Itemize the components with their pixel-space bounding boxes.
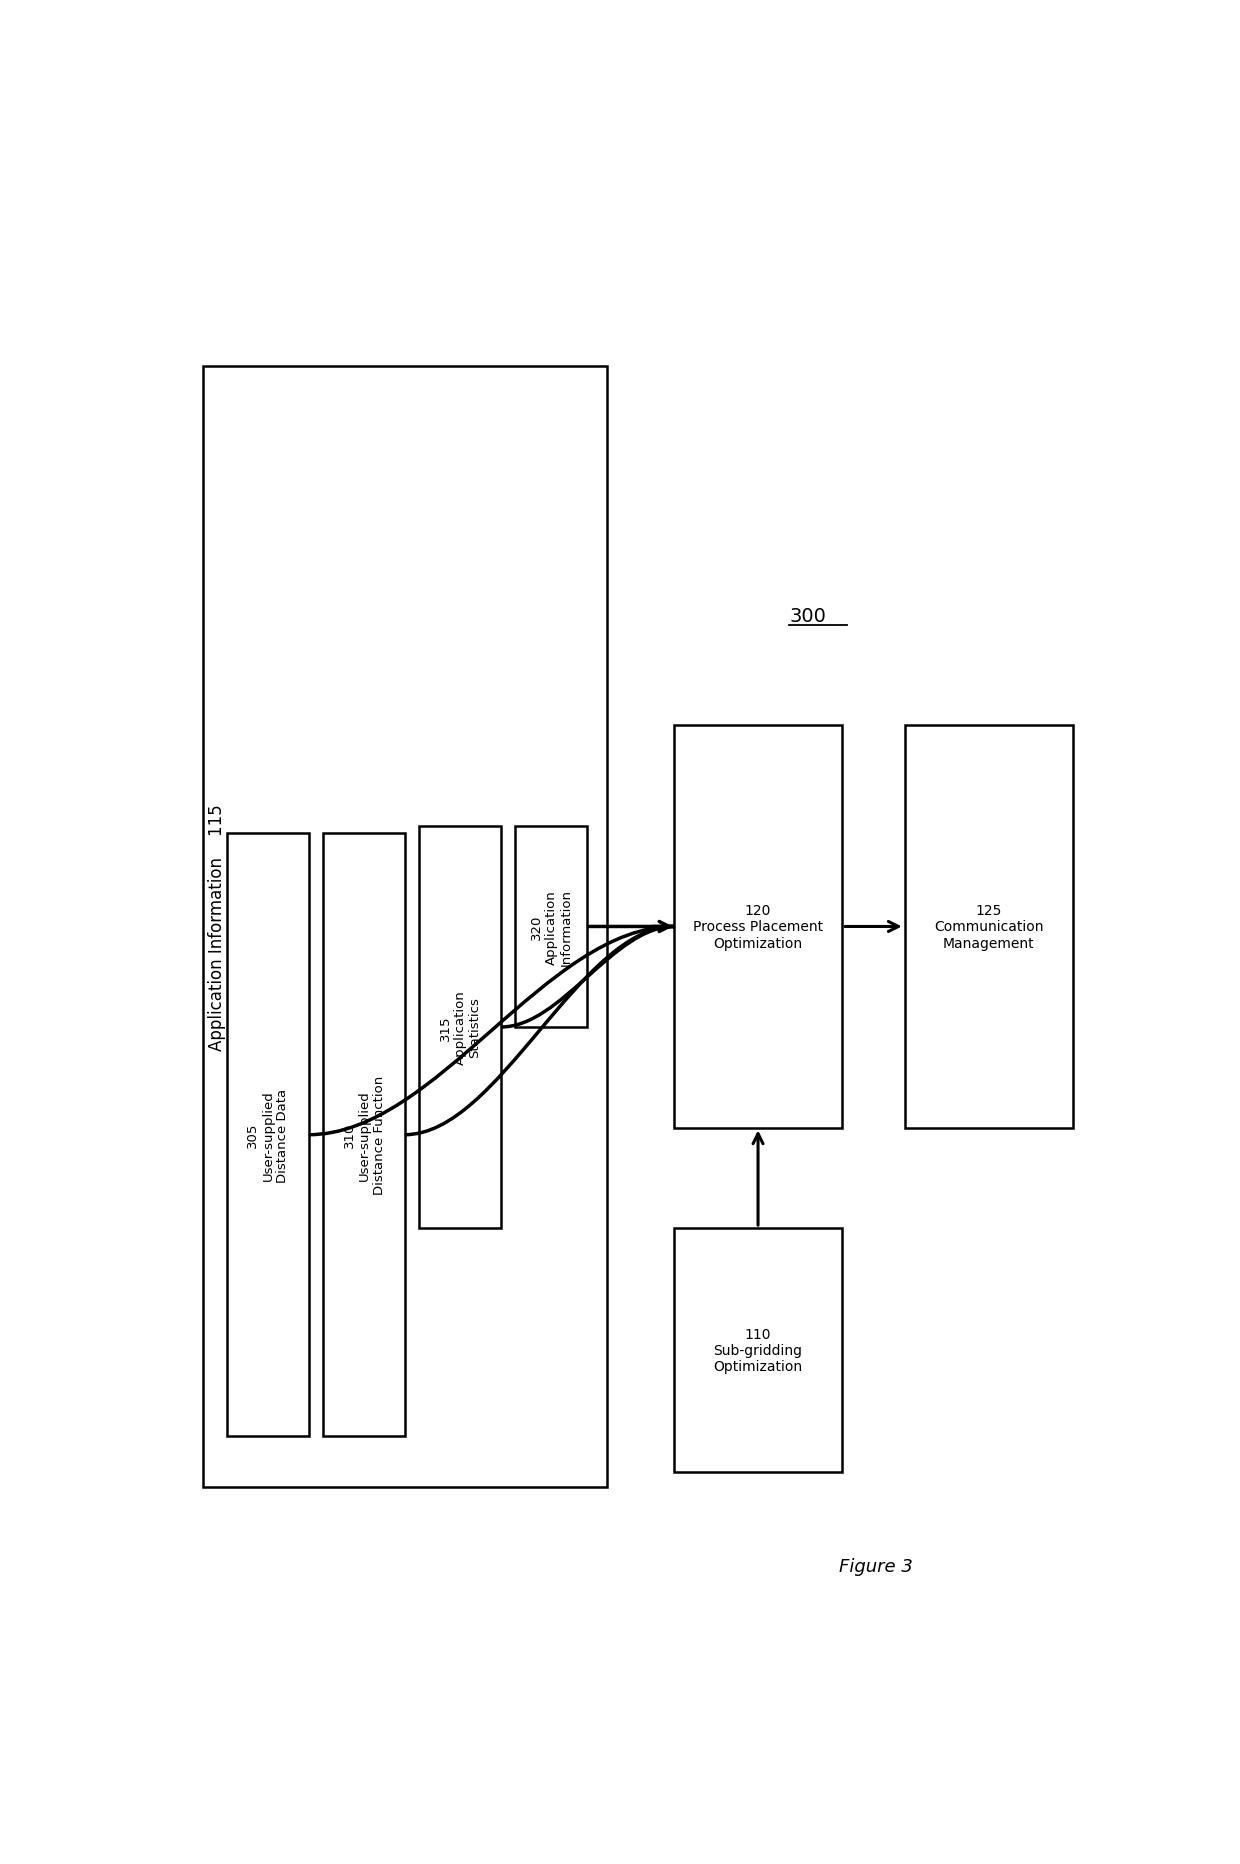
Bar [905, 725, 1073, 1128]
Bar [419, 826, 501, 1228]
Text: 110
Sub-gridding
Optimization: 110 Sub-gridding Optimization [713, 1327, 802, 1374]
Text: 310
User-supplied
Distance Function: 310 User-supplied Distance Function [342, 1076, 386, 1195]
Bar [324, 833, 404, 1437]
Text: Application Information    115: Application Information 115 [208, 803, 227, 1049]
Bar [675, 725, 842, 1128]
Text: 315
Application
Statistics: 315 Application Statistics [439, 990, 481, 1064]
Bar [203, 367, 606, 1487]
Bar [675, 1228, 842, 1473]
Text: 305
User-supplied
Distance Data: 305 User-supplied Distance Data [247, 1089, 289, 1182]
Bar [516, 826, 588, 1027]
Text: 120
Process Placement
Optimization: 120 Process Placement Optimization [693, 904, 823, 951]
Text: 320
Application
Information: 320 Application Information [529, 889, 573, 966]
Text: Figure 3: Figure 3 [838, 1556, 913, 1575]
Text: 125
Communication
Management: 125 Communication Management [934, 904, 1043, 951]
Bar [227, 833, 309, 1437]
Text: 300: 300 [789, 606, 826, 626]
